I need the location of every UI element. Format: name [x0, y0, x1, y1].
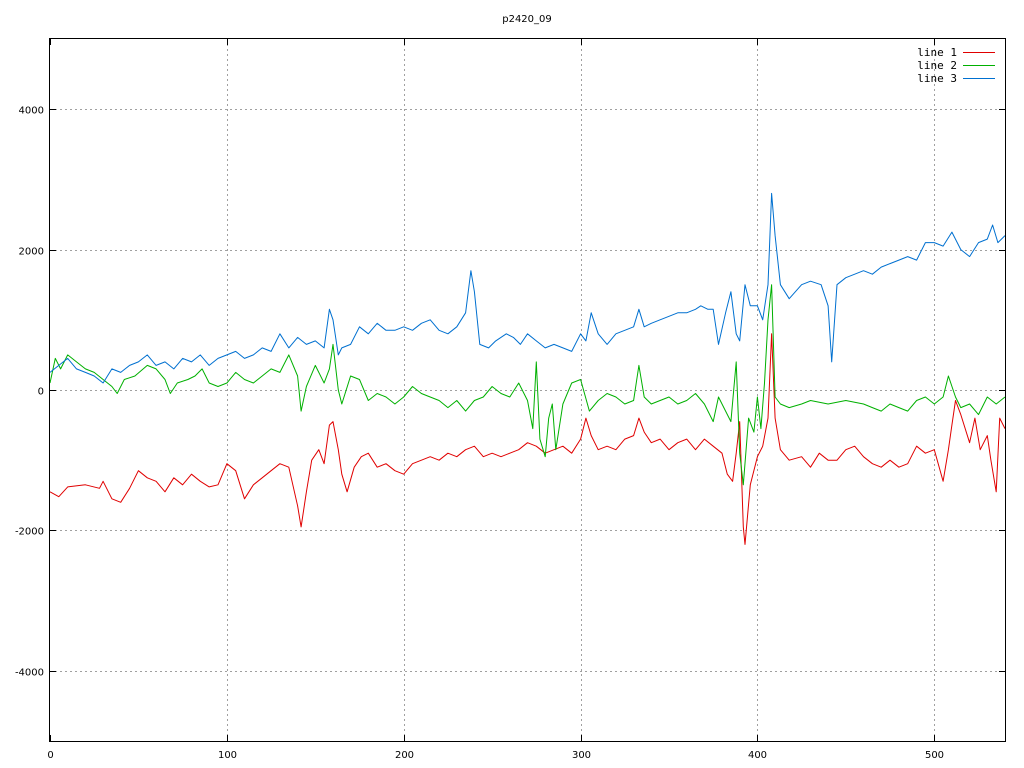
legend-label: line 2	[917, 59, 957, 72]
axis-ticks: 0 100 200 300 400 500 -4000 -2000 0 2000 4000	[15, 39, 1005, 761]
y-tick-label: -4000	[15, 668, 44, 679]
x-tick-label: 100	[218, 750, 237, 761]
legend-label: line 3	[917, 72, 957, 85]
series-line-1	[49, 333, 1006, 545]
chart-title: p2420_09	[502, 14, 552, 25]
y-tick-label: 0	[38, 387, 44, 398]
x-tick-label: 300	[572, 750, 591, 761]
series-lines	[49, 192, 1006, 545]
grid-lines	[50, 39, 1005, 741]
legend-label: line 1	[917, 46, 957, 59]
plot-frame	[49, 38, 1006, 742]
series-line-3	[49, 192, 1006, 384]
series-line-2	[49, 284, 1006, 486]
x-tick-label: 500	[925, 750, 944, 761]
x-tick-label: 0	[47, 750, 53, 761]
y-tick-label: 4000	[19, 106, 44, 117]
y-tick-label: 2000	[19, 247, 44, 258]
x-tick-label: 400	[748, 750, 767, 761]
y-tick-label: -2000	[15, 527, 44, 538]
x-tick-label: 200	[395, 750, 414, 761]
